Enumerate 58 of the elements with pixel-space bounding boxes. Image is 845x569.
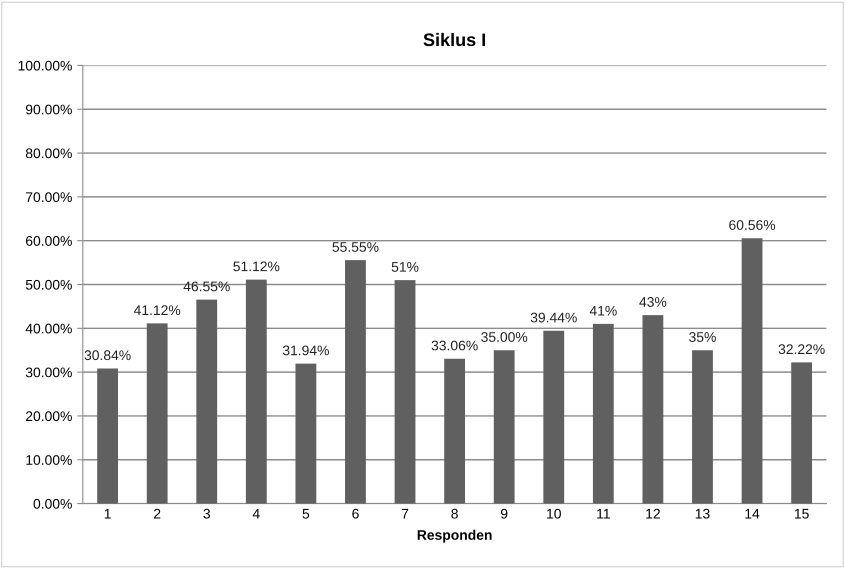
bar bbox=[642, 315, 664, 504]
y-tick-label: 30.00% bbox=[26, 367, 72, 378]
y-tick-label: 90.00% bbox=[26, 104, 72, 114]
data-label: 35.00% bbox=[481, 332, 528, 342]
bar bbox=[494, 350, 515, 504]
bar bbox=[592, 324, 614, 504]
bar bbox=[246, 280, 267, 504]
data-label: 55.55% bbox=[332, 242, 379, 252]
data-label: 51% bbox=[392, 262, 418, 272]
data-label: 41% bbox=[590, 306, 617, 316]
data-label: 43% bbox=[639, 297, 666, 307]
y-tick-label: 70.00% bbox=[26, 192, 72, 202]
x-tick-label: 3 bbox=[203, 508, 210, 519]
bar bbox=[295, 364, 316, 504]
bar bbox=[394, 280, 416, 504]
x-tick-label: 14 bbox=[745, 508, 760, 518]
bar bbox=[345, 260, 366, 504]
bar bbox=[97, 368, 118, 504]
x-tick-label: 2 bbox=[154, 508, 160, 518]
y-tick-label: 10.00% bbox=[26, 455, 72, 465]
y-tick-label: 50.00% bbox=[26, 280, 72, 290]
x-tick-label: 8 bbox=[451, 508, 458, 519]
chart-title: Siklus I bbox=[424, 32, 486, 46]
x-tick-label: 15 bbox=[794, 508, 809, 519]
y-tick-label: 80.00% bbox=[26, 148, 72, 158]
bar bbox=[791, 362, 812, 504]
x-tick-label: 7 bbox=[402, 508, 408, 518]
data-label: 46.55% bbox=[184, 281, 230, 292]
data-label: 35% bbox=[689, 332, 716, 342]
bar bbox=[543, 330, 564, 504]
bar bbox=[444, 358, 466, 504]
x-axis-title: Responden bbox=[418, 530, 492, 543]
x-tick-label: 1 bbox=[104, 508, 111, 518]
x-tick-label: 6 bbox=[352, 508, 359, 519]
data-label: 32.22% bbox=[778, 344, 825, 354]
y-tick-label: 20.00% bbox=[26, 411, 72, 422]
data-label: 60.56% bbox=[729, 220, 776, 230]
data-label: 31.94% bbox=[282, 345, 329, 356]
data-label: 30.84% bbox=[84, 350, 131, 360]
data-label: 39.44% bbox=[530, 312, 577, 322]
bar bbox=[742, 238, 762, 504]
bar bbox=[196, 300, 218, 504]
x-tick-label: 5 bbox=[302, 508, 310, 519]
bar bbox=[692, 350, 713, 504]
x-tick-label: 13 bbox=[696, 508, 710, 519]
x-tick-label: 12 bbox=[646, 508, 660, 518]
y-tick-label: 40.00% bbox=[26, 324, 72, 334]
data-label: 33.06% bbox=[432, 340, 478, 350]
x-tick-label: 9 bbox=[500, 508, 508, 519]
data-label: 41.12% bbox=[134, 305, 180, 316]
data-label: 51.12% bbox=[233, 261, 280, 272]
x-tick-label: 4 bbox=[252, 508, 260, 518]
y-tick-label: 100.00% bbox=[18, 60, 72, 71]
x-tick-label: 10 bbox=[547, 508, 561, 519]
y-tick-label: 0.00% bbox=[34, 498, 72, 509]
x-tick-label: 11 bbox=[597, 508, 610, 518]
y-tick-label: 60.00% bbox=[26, 236, 72, 246]
bar bbox=[146, 323, 168, 504]
